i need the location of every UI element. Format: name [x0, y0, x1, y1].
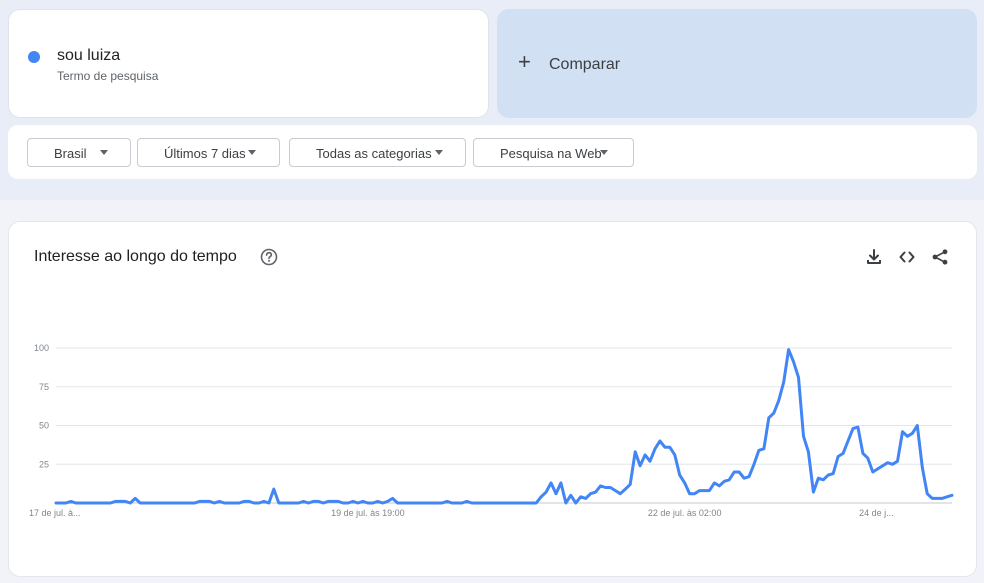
y-tick-label: 50 — [39, 421, 49, 431]
filter-bar: Brasil Últimos 7 dias Todas as categoria… — [8, 125, 977, 179]
region-filter-dropdown[interactable]: Brasil — [27, 138, 131, 167]
embed-icon[interactable] — [898, 248, 916, 266]
chevron-down-icon — [600, 150, 608, 155]
series-color-dot — [28, 51, 40, 63]
line-chart: 100 75 50 25 17 de jul. à... 19 de jul. às 19… — [29, 343, 954, 518]
chart-title: Interesse ao longo do tempo — [34, 248, 237, 265]
search-type-filter-label: Pesquisa na Web — [500, 146, 602, 161]
search-term-card[interactable]: sou luiza Termo de pesquisa — [8, 9, 489, 118]
compare-button[interactable]: + Comparar — [497, 9, 977, 118]
time-range-filter-label: Últimos 7 dias — [164, 146, 246, 161]
search-term-name[interactable]: sou luiza — [57, 47, 121, 64]
chevron-down-icon — [248, 150, 256, 155]
plus-icon: + — [518, 49, 531, 74]
x-tick-label: 19 de jul. às 19:00 — [331, 508, 405, 518]
chevron-down-icon — [100, 150, 108, 155]
y-tick-label: 75 — [39, 382, 49, 392]
interest-over-time-card: Interesse ao longo do tempo 100 75 50 25 17 … — [8, 221, 977, 577]
download-icon[interactable] — [865, 248, 883, 266]
compare-label: Comparar — [549, 56, 621, 73]
x-tick-label: 17 de jul. à... — [29, 508, 81, 518]
share-icon[interactable] — [931, 248, 949, 266]
x-tick-label: 22 de jul. às 02:00 — [648, 508, 722, 518]
search-term-type-label: Termo de pesquisa — [57, 69, 159, 83]
x-tick-label: 24 de j... — [859, 508, 894, 518]
help-icon[interactable] — [259, 247, 279, 267]
series-line — [54, 348, 954, 505]
y-tick-label: 100 — [34, 343, 49, 353]
y-tick-label: 25 — [39, 459, 49, 469]
region-filter-label: Brasil — [54, 146, 87, 161]
chevron-down-icon — [435, 150, 443, 155]
category-filter-label: Todas as categorias — [316, 146, 432, 161]
search-type-filter-dropdown[interactable]: Pesquisa na Web — [473, 138, 634, 167]
category-filter-dropdown[interactable]: Todas as categorias — [289, 138, 466, 167]
time-range-filter-dropdown[interactable]: Últimos 7 dias — [137, 138, 280, 167]
